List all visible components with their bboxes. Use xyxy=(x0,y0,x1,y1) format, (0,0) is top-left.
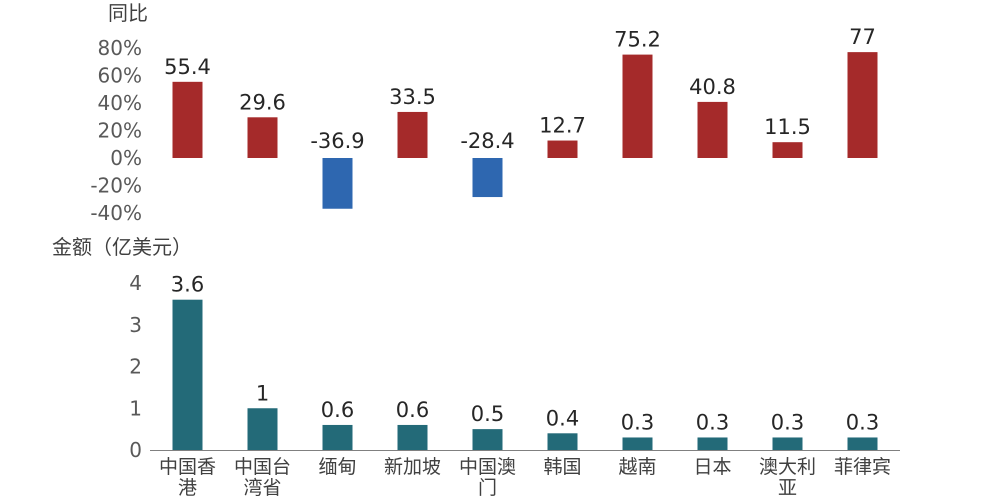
bottom-bar xyxy=(247,408,278,450)
x-category-label: 新加坡 xyxy=(384,456,441,478)
top-y-tick-label: -20% xyxy=(90,174,142,198)
top-y-tick-label: 0% xyxy=(110,146,142,170)
bottom-y-axis-title: 金额（亿美元） xyxy=(52,235,192,259)
bottom-data-label: 0.3 xyxy=(696,410,729,434)
x-category-label: 日本 xyxy=(693,456,731,478)
top-data-label: 12.7 xyxy=(539,114,586,138)
top-bar xyxy=(622,54,653,158)
top-data-label: 75.2 xyxy=(614,28,661,52)
bottom-data-label: 0.6 xyxy=(396,398,429,422)
top-y-tick-label: 60% xyxy=(98,64,142,88)
top-data-label: 40.8 xyxy=(689,75,736,99)
bottom-bar xyxy=(472,429,503,450)
bottom-data-label: 0.5 xyxy=(471,402,504,426)
bottom-data-label: 0.6 xyxy=(321,398,354,422)
bottom-data-label: 0.4 xyxy=(546,406,579,430)
bottom-data-labels: 3.6 1 0.6 0.6 0.5 0.4 0.3 0.3 0.3 0.3 xyxy=(171,273,879,435)
x-category-label: 中国澳门 xyxy=(459,456,516,499)
bottom-bar xyxy=(172,299,203,450)
top-bar xyxy=(697,101,728,158)
top-bar xyxy=(247,117,278,158)
top-y-tick-label: 40% xyxy=(98,91,142,115)
top-data-label: 29.6 xyxy=(239,90,286,114)
top-y-tick-label: -40% xyxy=(90,201,142,225)
bottom-y-tick-label: 4 xyxy=(129,271,142,295)
yoy-growth-chart: 同比 80% 60% 40% 20% 0% -20% -40% 55.4 29.6 -36.9 3… xyxy=(90,1,878,225)
bottom-bar xyxy=(397,424,428,450)
top-y-axis-title: 同比 xyxy=(108,1,148,25)
bottom-data-label: 0.3 xyxy=(846,410,879,434)
bottom-bar xyxy=(547,433,578,450)
bottom-y-tick-label: 0 xyxy=(129,438,142,462)
bottom-y-tick-label: 1 xyxy=(129,396,142,420)
top-bar xyxy=(472,158,503,198)
x-category-label: 越南 xyxy=(618,456,656,478)
bottom-bar xyxy=(322,424,353,450)
bottom-bar xyxy=(697,437,728,450)
bottom-y-axis-ticks: 4 3 2 1 0 xyxy=(129,271,142,462)
bottom-y-tick-label: 2 xyxy=(129,355,142,379)
top-bar xyxy=(547,140,578,158)
top-y-tick-label: 20% xyxy=(98,119,142,143)
bottom-bar xyxy=(622,437,653,450)
top-data-label: 33.5 xyxy=(389,85,436,109)
top-data-label: -28.4 xyxy=(460,129,514,153)
x-category-label: 缅甸 xyxy=(318,456,356,478)
bottom-bar xyxy=(847,437,878,450)
top-bar xyxy=(172,81,203,158)
top-data-label: 11.5 xyxy=(764,115,811,139)
bottom-y-tick-label: 3 xyxy=(129,313,142,337)
top-data-label: 55.4 xyxy=(164,55,211,79)
bottom-bars xyxy=(172,299,878,450)
x-category-label: 中国台湾省 xyxy=(234,456,291,499)
x-category-label: 澳大利亚 xyxy=(759,456,816,499)
top-y-tick-label: 80% xyxy=(98,36,142,60)
x-category-label: 中国香港 xyxy=(159,456,216,499)
top-bar xyxy=(772,142,803,158)
x-category-label: 菲律宾 xyxy=(834,456,891,478)
bottom-data-label: 3.6 xyxy=(171,273,204,297)
top-data-label: -36.9 xyxy=(310,129,364,153)
bottom-bar xyxy=(772,437,803,450)
amount-chart: 金额（亿美元） 4 3 2 1 0 3.6 1 0.6 0.6 0.5 0.4 0.3 0.3 0.3 0… xyxy=(52,235,900,499)
bottom-data-label: 0.3 xyxy=(771,410,804,434)
top-bar xyxy=(322,158,353,209)
top-bar xyxy=(847,52,878,158)
bottom-data-label: 0.3 xyxy=(621,410,654,434)
top-bars xyxy=(172,52,878,209)
top-data-labels: 55.4 29.6 -36.9 33.5 -28.4 12.7 75.2 40.8 11.5 77 xyxy=(164,25,876,153)
x-category-label: 韩国 xyxy=(543,456,581,478)
top-data-label: 77 xyxy=(849,25,876,49)
top-bar xyxy=(397,111,428,158)
bottom-data-label: 1 xyxy=(256,381,269,405)
top-y-axis-ticks: 80% 60% 40% 20% 0% -20% -40% xyxy=(90,36,142,225)
